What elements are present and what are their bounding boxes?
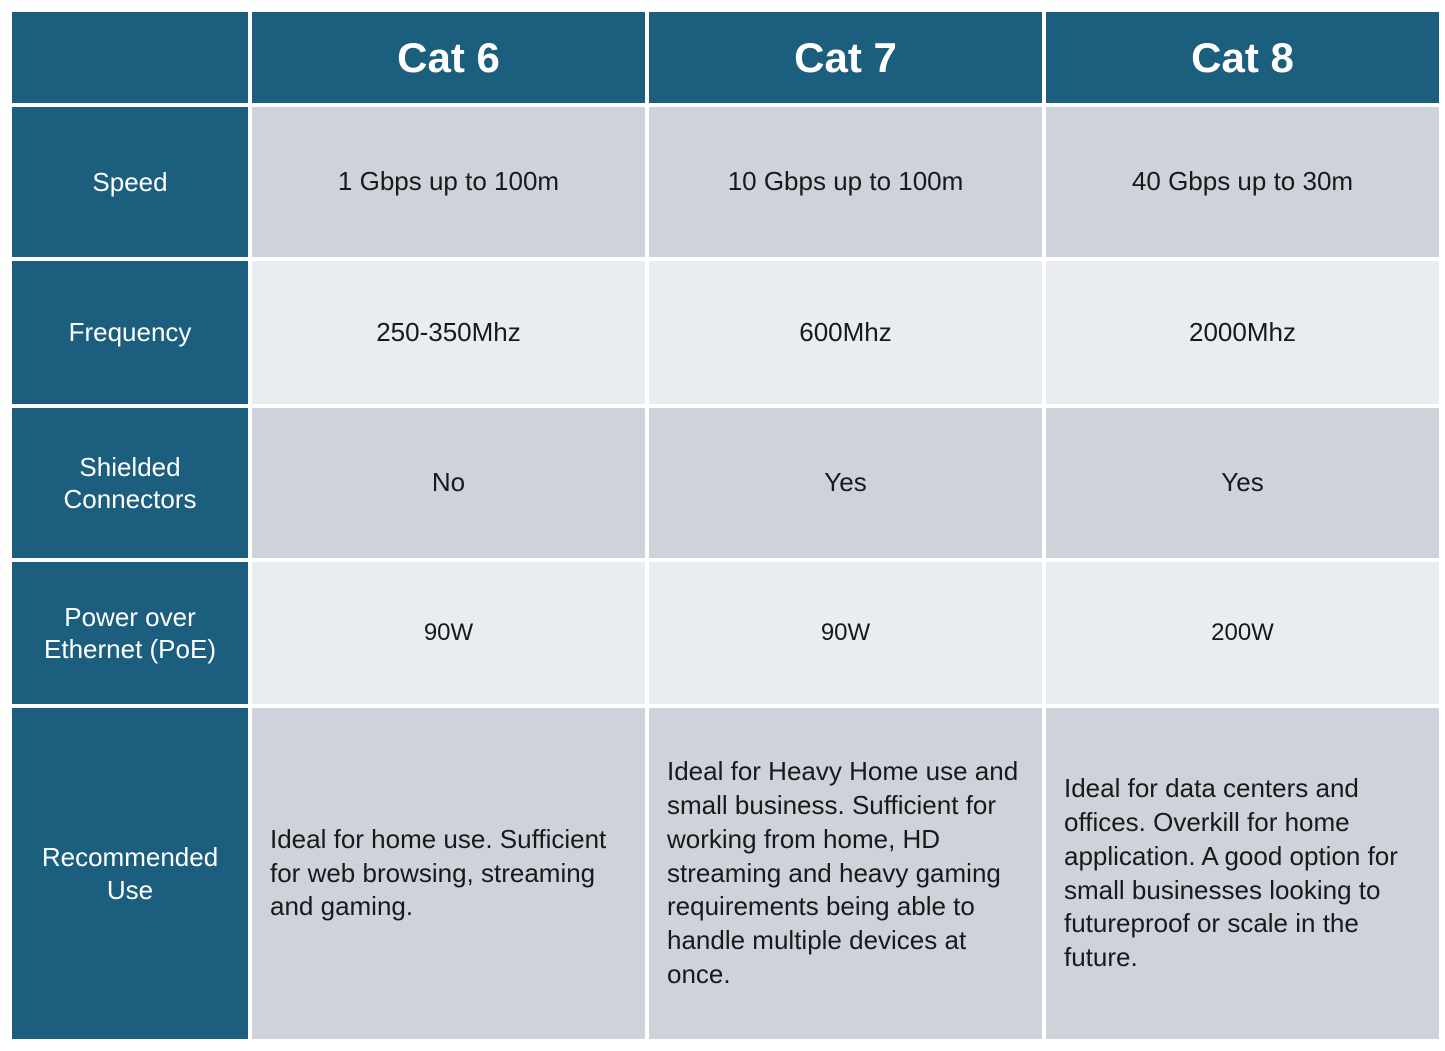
- cell-recommended-cat8: Ideal for data centers and offices. Over…: [1046, 708, 1439, 1039]
- row-speed: Speed 1 Gbps up to 100m 10 Gbps up to 10…: [12, 107, 1439, 257]
- comparison-table: Cat 6 Cat 7 Cat 8 Speed 1 Gbps up to 100…: [8, 8, 1443, 1043]
- row-shielded-connectors: Shielded Connectors No Yes Yes: [12, 408, 1439, 558]
- cell-recommended-cat7: Ideal for Heavy Home use and small busin…: [649, 708, 1042, 1039]
- row-frequency: Frequency 250-350Mhz 600Mhz 2000Mhz: [12, 261, 1439, 404]
- cell-speed-cat6: 1 Gbps up to 100m: [252, 107, 645, 257]
- row-poe: Power over Ethernet (PoE) 90W 90W 200W: [12, 562, 1439, 704]
- cell-frequency-cat6: 250-350Mhz: [252, 261, 645, 404]
- row-label-poe: Power over Ethernet (PoE): [12, 562, 248, 704]
- cell-shielded-cat7: Yes: [649, 408, 1042, 558]
- row-recommended-use: Recommended Use Ideal for home use. Suff…: [12, 708, 1439, 1039]
- header-cat7: Cat 7: [649, 12, 1042, 103]
- row-label-shielded: Shielded Connectors: [12, 408, 248, 558]
- cell-shielded-cat8: Yes: [1046, 408, 1439, 558]
- row-label-speed: Speed: [12, 107, 248, 257]
- row-label-recommended: Recommended Use: [12, 708, 248, 1039]
- cell-frequency-cat8: 2000Mhz: [1046, 261, 1439, 404]
- cell-recommended-cat6: Ideal for home use. Sufficient for web b…: [252, 708, 645, 1039]
- header-blank: [12, 12, 248, 103]
- cell-shielded-cat6: No: [252, 408, 645, 558]
- header-cat8: Cat 8: [1046, 12, 1439, 103]
- cell-poe-cat7: 90W: [649, 562, 1042, 704]
- cell-frequency-cat7: 600Mhz: [649, 261, 1042, 404]
- cell-poe-cat6: 90W: [252, 562, 645, 704]
- cell-poe-cat8: 200W: [1046, 562, 1439, 704]
- header-cat6: Cat 6: [252, 12, 645, 103]
- cell-speed-cat7: 10 Gbps up to 100m: [649, 107, 1042, 257]
- table-header-row: Cat 6 Cat 7 Cat 8: [12, 12, 1439, 103]
- row-label-frequency: Frequency: [12, 261, 248, 404]
- cell-speed-cat8: 40 Gbps up to 30m: [1046, 107, 1439, 257]
